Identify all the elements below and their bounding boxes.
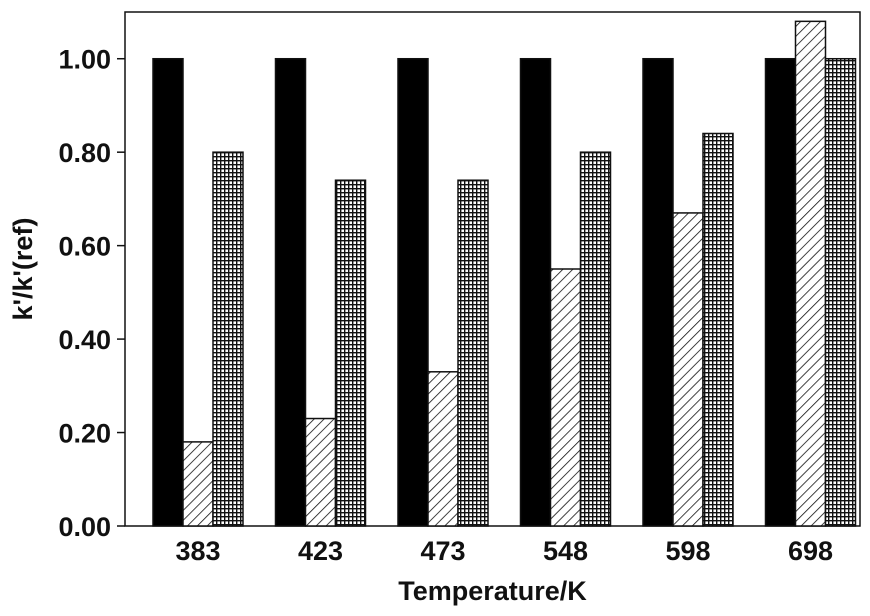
y-tick-label: 1.00 [58, 45, 111, 75]
bar-598-grid [702, 132, 734, 527]
x-tick-label: 473 [420, 536, 465, 566]
bar-698-hatch [794, 20, 827, 527]
x-tick-label: 548 [543, 536, 588, 566]
x-tick-label: 698 [788, 536, 833, 566]
x-tick-label: 383 [175, 536, 220, 566]
bar-383-hatch [182, 441, 214, 527]
x-tick-label: 423 [298, 536, 343, 566]
y-axis: 0.00 0.20 0.40 0.60 0.80 1.00 [58, 45, 125, 542]
bars-layer [152, 20, 857, 527]
y-tick-label: 0.00 [58, 512, 111, 542]
y-tick-label: 0.20 [58, 419, 111, 449]
bar-698-solid [764, 57, 797, 527]
bar-698-grid [824, 57, 857, 527]
bar-423-grid [334, 179, 367, 527]
bar-473-grid [457, 179, 489, 527]
bar-383-solid [152, 57, 184, 527]
x-tick-label: 598 [665, 536, 710, 566]
bar-473-solid [397, 57, 429, 527]
bar-423-hatch [304, 417, 337, 527]
y-tick-label: 0.40 [58, 325, 111, 355]
bar-473-hatch [427, 371, 459, 527]
bar-383-grid [212, 151, 244, 527]
bar-548-grid [579, 151, 612, 527]
bar-598-hatch [672, 212, 704, 527]
y-tick-label: 0.60 [58, 232, 111, 262]
bar-548-hatch [549, 268, 582, 527]
y-tick-label: 0.80 [58, 138, 111, 168]
x-axis-label: Temperature/K [398, 576, 587, 606]
y-axis-label: k'/k'(ref) [8, 218, 38, 321]
bar-548-solid [519, 57, 552, 527]
bar-598-solid [642, 57, 674, 527]
plot-frame [124, 11, 861, 527]
x-axis: 383 423 473 548 598 698 [175, 536, 833, 566]
bar-423-solid [274, 57, 307, 527]
